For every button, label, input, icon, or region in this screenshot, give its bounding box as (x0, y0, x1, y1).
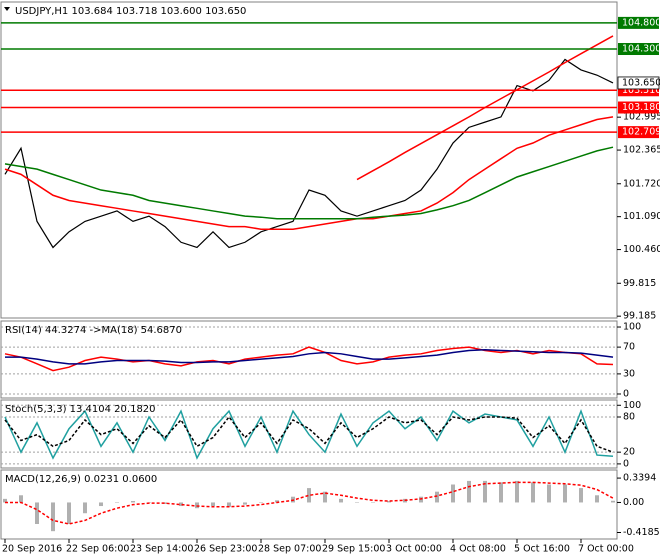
y-tick-label: 102.365 (623, 145, 660, 156)
histogram-bar (19, 495, 23, 503)
level-tag-label: 104.800 (622, 17, 660, 28)
last-price-label: 103.650 (622, 77, 660, 88)
x-tick-label: 3 Oct 00:00 (386, 544, 442, 555)
histogram-bar (435, 491, 439, 503)
x-tick-label: 5 Oct 16:00 (514, 544, 570, 555)
histogram-bar (35, 502, 39, 524)
y-tick-label: 99.185 (623, 311, 656, 322)
level-tag-label: 104.300 (622, 44, 660, 55)
histogram-bar (163, 502, 167, 504)
level-tag (618, 16, 659, 29)
last-price-tag (617, 76, 660, 90)
histogram-bar (339, 498, 343, 503)
y-tick-label: 0 (623, 458, 629, 469)
panel-title: USDJPY,H1 103.684 103.718 103.600 103.65… (15, 6, 246, 17)
histogram-bar (499, 482, 503, 503)
histogram-bar (259, 502, 263, 503)
histogram-bar (83, 502, 87, 514)
level-tag (618, 126, 659, 139)
histogram-bar (515, 480, 519, 503)
level-tag (618, 101, 659, 114)
y-tick-label: 99.815 (623, 278, 656, 289)
level-tag-label: 103.180 (622, 102, 660, 113)
panel-title: Stoch(5,3,3) 13.4104 20.1820 (5, 404, 156, 415)
histogram-bar (467, 480, 471, 503)
level-tag (618, 43, 659, 56)
menu-arrow[interactable] (4, 7, 10, 11)
y-tick-label: 20 (623, 447, 635, 458)
panel-frame (0, 399, 618, 469)
y-tick-label: 100.460 (623, 244, 660, 255)
histogram-bar (51, 502, 55, 532)
histogram-bar (307, 488, 311, 503)
histogram-bar (323, 491, 327, 503)
histogram-bar (531, 482, 535, 503)
y-tick-label: 0.00 (623, 497, 644, 508)
level-tag-label: 102.709 (622, 127, 660, 138)
histogram-bar (243, 502, 247, 505)
x-tick-label: 20 Sep 2016 (2, 544, 62, 555)
x-tick-label: 23 Sep 14:00 (130, 544, 193, 555)
y-tick-label: 100 (623, 322, 641, 333)
histogram-bar (387, 501, 391, 503)
y-tick-label: 30 (623, 368, 635, 379)
panel-frame (0, 1, 618, 319)
y-tick-label: 70 (623, 342, 635, 353)
series-line (4, 116, 614, 230)
x-tick-label: 22 Sep 06:00 (66, 544, 129, 555)
histogram-bar (211, 502, 215, 507)
histogram-bar (115, 502, 119, 503)
y-tick-label: 100 (623, 400, 641, 411)
y-tick-label: 102.995 (623, 112, 660, 123)
panel-title: RSI(14) 44.3274 ->MA(18) 54.6870 (5, 325, 182, 336)
histogram-bar (131, 501, 135, 503)
y-tick-label: 101.720 (623, 178, 660, 189)
histogram-bar (563, 484, 567, 503)
y-tick-label: 0 (623, 388, 629, 399)
histogram-bar (483, 480, 487, 503)
level-tag-label: 103.510 (622, 85, 660, 96)
x-tick-label: 28 Sep 07:00 (258, 544, 321, 555)
y-tick-label: -0.4185 (623, 527, 660, 538)
panel-frame (0, 320, 618, 399)
histogram-bar (547, 484, 551, 503)
x-tick-label: 26 Sep 23:00 (194, 544, 257, 555)
panel-frame (0, 469, 618, 540)
y-tick-label: 0.3394 (623, 473, 656, 484)
histogram-bar (227, 502, 231, 507)
histogram-bar (579, 488, 583, 503)
x-tick-label: 4 Oct 08:00 (450, 544, 506, 555)
y-tick-label: 101.090 (623, 211, 660, 222)
histogram-bar (67, 502, 71, 524)
histogram-bar (275, 500, 279, 503)
series-line (4, 409, 614, 460)
panel-title: MACD(12,26,9) 0.0231 0.0600 (5, 474, 157, 485)
series-line (4, 146, 614, 220)
histogram-bar (355, 502, 359, 503)
histogram-bar (611, 500, 615, 503)
histogram-bar (3, 498, 7, 503)
series-line (4, 58, 614, 249)
x-tick-label: 29 Sep 15:00 (322, 544, 385, 555)
series-line (5, 349, 614, 365)
histogram-bar (371, 502, 375, 503)
histogram-bar (179, 502, 183, 507)
x-tick-label: 7 Oct 00:00 (578, 544, 634, 555)
histogram-bar (595, 495, 599, 503)
histogram-bar (99, 502, 103, 507)
y-tick-label: 80 (623, 412, 635, 423)
histogram-bar (451, 484, 455, 503)
